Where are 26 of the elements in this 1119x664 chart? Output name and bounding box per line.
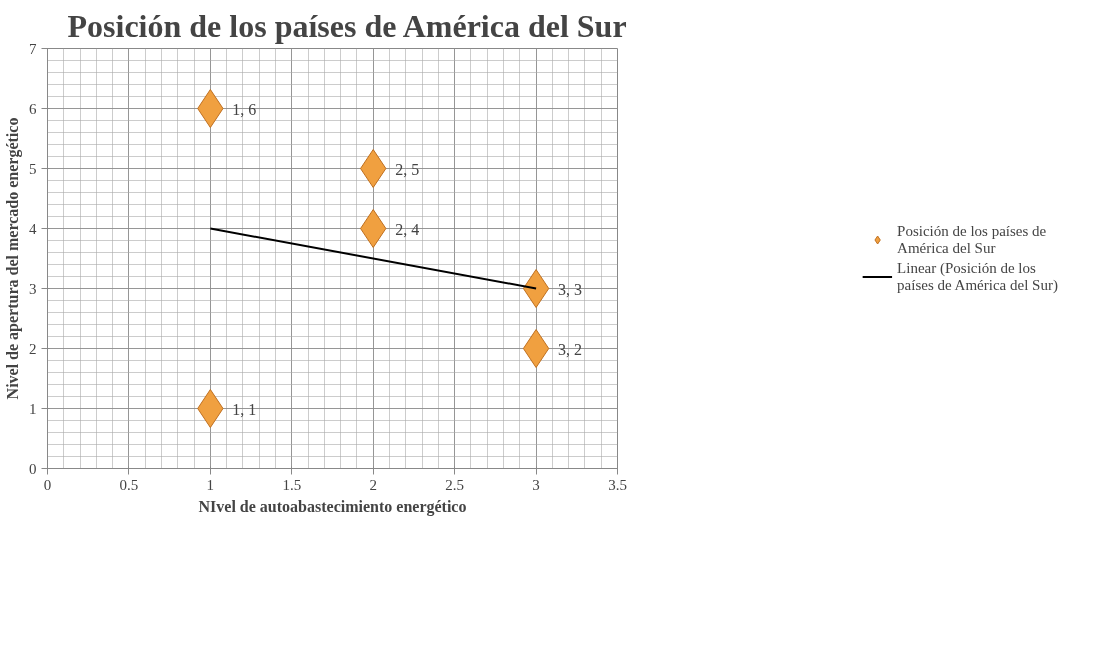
point bbox=[522, 329, 550, 368]
y-tick-label: 0 bbox=[29, 460, 37, 477]
y-tick-label: 1 bbox=[29, 400, 37, 417]
legend-label: Posición de los países de América del Sur bbox=[897, 222, 1047, 257]
legend-label: Linear (Posición de los países de América del Sur) bbox=[897, 259, 1058, 294]
data-label: 3, 3 bbox=[558, 280, 583, 298]
data-label: 3, 2 bbox=[558, 340, 583, 358]
y-axis-title: Nivel de apertura del mercado energético bbox=[4, 117, 22, 400]
x-tick-label: 0.5 bbox=[119, 476, 139, 493]
x-axis-title: NIvel de autoabastecimiento energético bbox=[198, 497, 467, 516]
x-tick-label: 0 bbox=[43, 476, 52, 493]
x-tick-label: 3 bbox=[532, 476, 540, 493]
y-tick-label: 6 bbox=[29, 100, 37, 117]
y-tick-label: 4 bbox=[29, 220, 37, 237]
data-label: 2, 5 bbox=[395, 160, 420, 178]
x-tick-label: 1 bbox=[206, 476, 215, 493]
y-tick-label: 7 bbox=[29, 40, 37, 57]
chart-title: Posición de los países de América del Sur bbox=[67, 7, 627, 44]
y-tick-label: 3 bbox=[29, 280, 37, 297]
x-tick-label: 3.5 bbox=[608, 476, 627, 493]
x-tick-label: 2.5 bbox=[445, 476, 465, 493]
y-tick-label: 5 bbox=[29, 160, 37, 177]
x-tick-label: 2 bbox=[369, 476, 377, 493]
y-tick-label: 2 bbox=[29, 340, 37, 357]
point bbox=[522, 269, 550, 308]
x-tick-label: 1.5 bbox=[282, 476, 302, 493]
